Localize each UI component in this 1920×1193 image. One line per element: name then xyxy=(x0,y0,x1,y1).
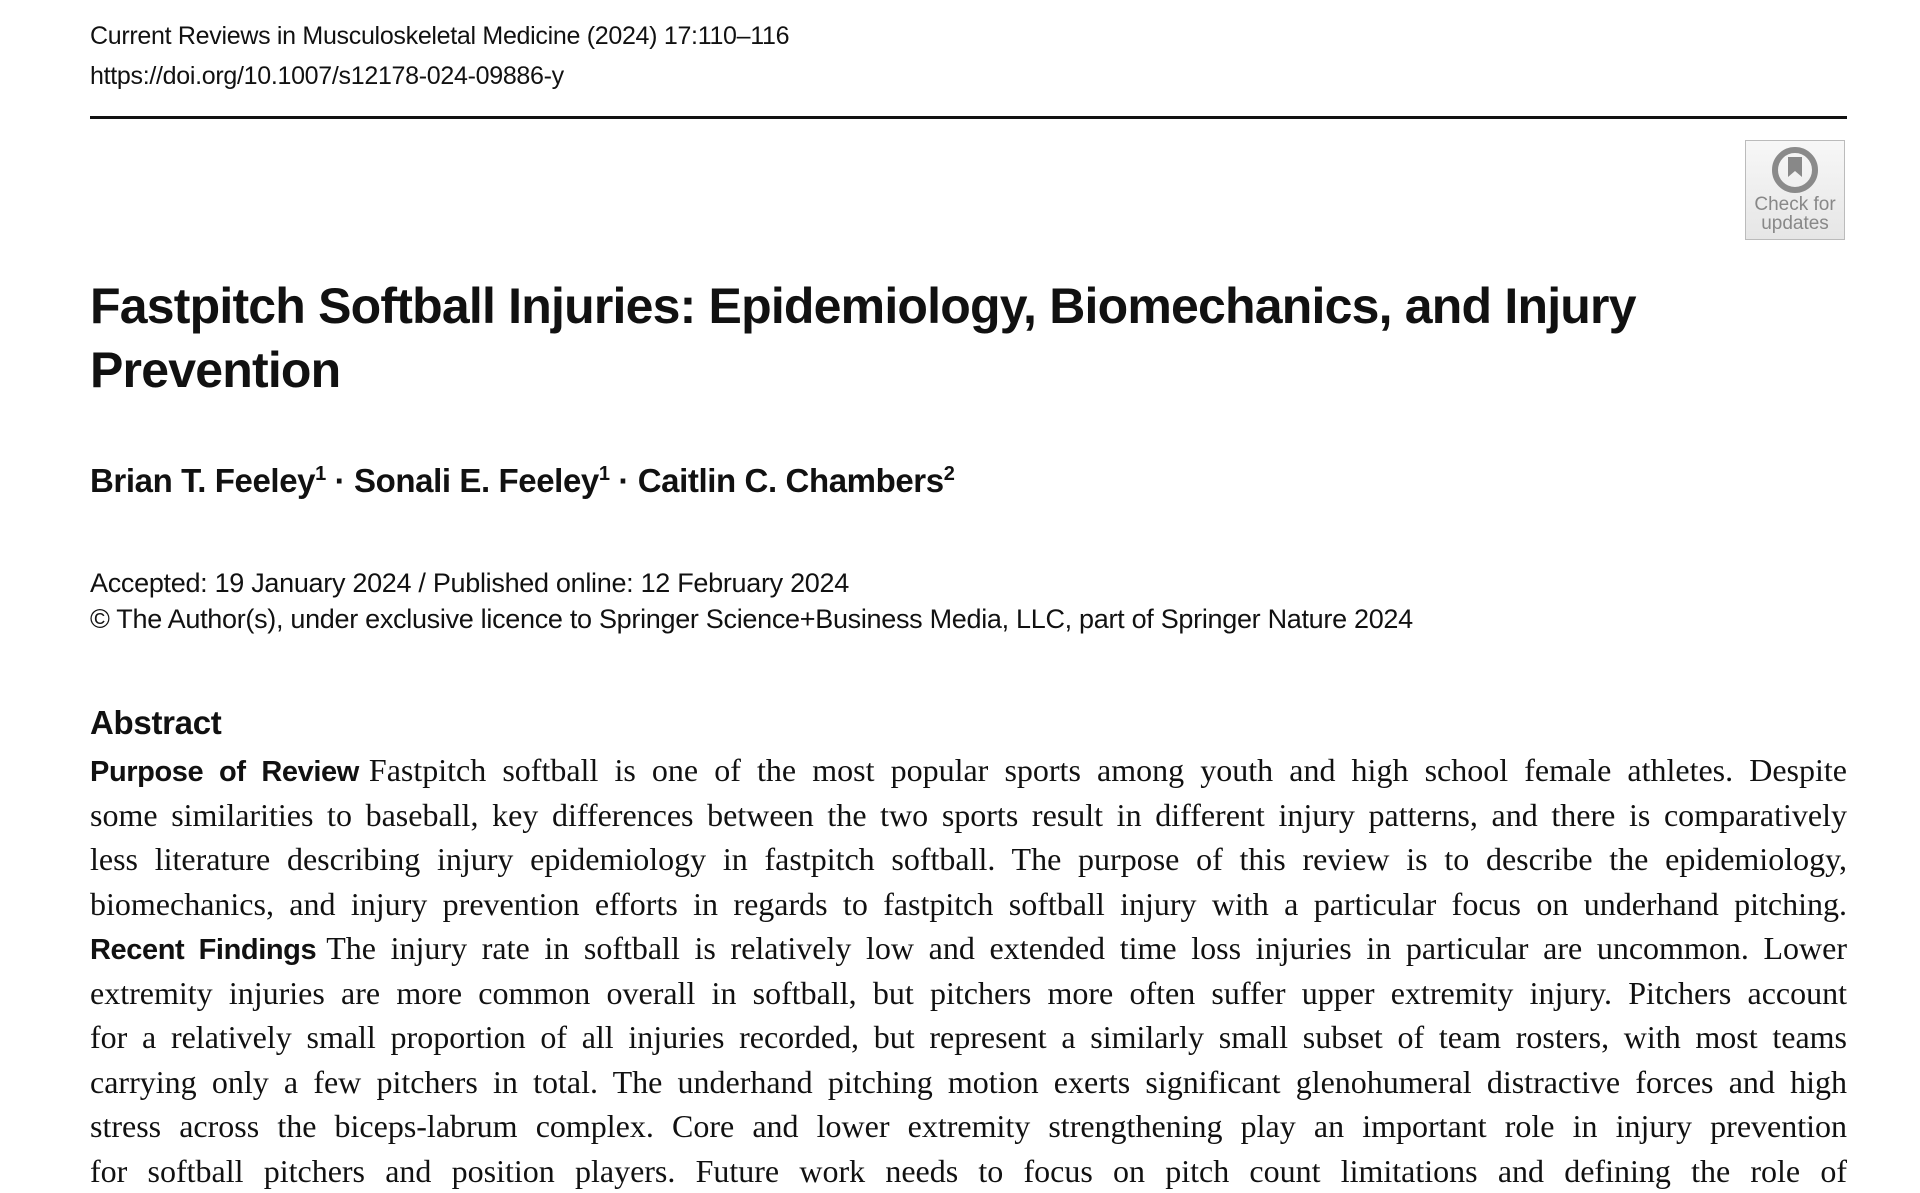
abstract-heading: Abstract xyxy=(90,704,221,742)
article-title: Fastpitch Softball Injuries: Epidemiolog… xyxy=(90,274,1636,402)
author[interactable]: Caitlin C. Chambers2 xyxy=(638,462,955,499)
copyright-notice: © The Author(s), under exclusive licence… xyxy=(90,604,1413,635)
badge-line1: Check for xyxy=(1746,195,1844,214)
findings-label: Recent Findings xyxy=(90,934,316,966)
abstract-line: stress across the biceps-labrum complex.… xyxy=(90,1104,1847,1149)
title-line: Fastpitch Softball Injuries: Epidemiolog… xyxy=(90,274,1636,338)
separator: · xyxy=(610,462,638,499)
author[interactable]: Brian T. Feeley1 xyxy=(90,462,326,499)
abstract-line: less literature describing injury epidem… xyxy=(90,837,1847,882)
check-for-updates-button[interactable]: Check for updates xyxy=(1745,140,1845,240)
journal-citation: Current Reviews in Musculoskeletal Medic… xyxy=(90,22,789,51)
badge-line2: updates xyxy=(1746,214,1844,233)
header-divider xyxy=(90,116,1847,119)
author[interactable]: Sonali E. Feeley1 xyxy=(354,462,610,499)
title-line: Prevention xyxy=(90,338,1636,402)
abstract-line: some similarities to baseball, key diffe… xyxy=(90,793,1847,838)
doi-link[interactable]: https://doi.org/10.1007/s12178-024-09886… xyxy=(90,62,564,91)
author-list: Brian T. Feeley1 · Sonali E. Feeley1 · C… xyxy=(90,462,954,500)
abstract-line: for a relatively small proportion of all… xyxy=(90,1015,1847,1060)
separator: · xyxy=(326,462,354,499)
publication-dates: Accepted: 19 January 2024 / Published on… xyxy=(90,568,849,599)
abstract-line: for softball pitchers and position playe… xyxy=(90,1149,1847,1193)
abstract-line: biomechanics, and injury prevention effo… xyxy=(90,882,1847,927)
abstract-line: extremity injuries are more common overa… xyxy=(90,971,1847,1016)
abstract-line: carrying only a few pitchers in total. T… xyxy=(90,1060,1847,1105)
bookmark-icon xyxy=(1772,147,1818,193)
purpose-label: Purpose of Review xyxy=(90,756,359,788)
